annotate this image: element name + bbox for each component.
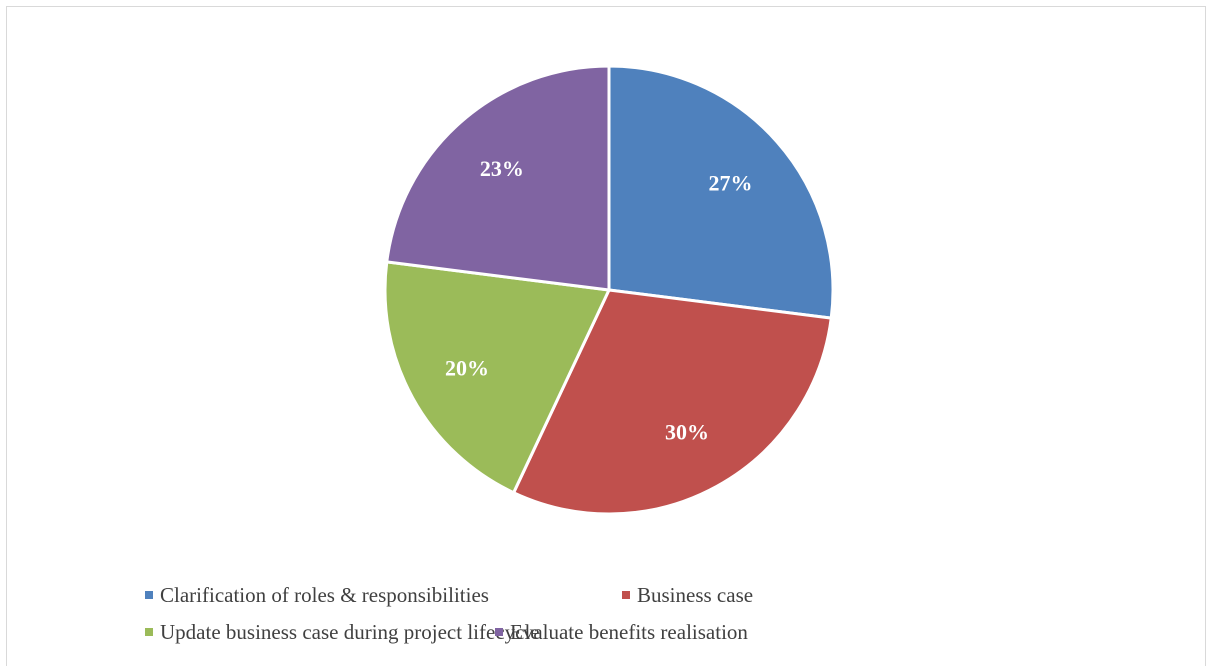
legend-item-roles: Clarification of roles & responsibilitie… (145, 582, 489, 608)
legend-swatch-business-case (622, 591, 630, 599)
legend-swatch-evaluate-benefits (495, 628, 503, 636)
chart-frame (6, 6, 1206, 666)
legend-swatch-update-business-case (145, 628, 153, 636)
pie-slice-business-case (512, 288, 833, 516)
pie-slice-update-business-case (383, 260, 611, 495)
legend-label-evaluate-benefits: Evaluate benefits realisation (510, 619, 748, 644)
pie-chart: 27% 30% 20% 23% (383, 64, 835, 516)
data-label-business-case: 30% (665, 419, 709, 444)
legend: Clarification of roles & responsibilitie… (145, 582, 1045, 656)
pie-slice-roles (607, 64, 835, 320)
legend-swatch-roles (145, 591, 153, 599)
legend-label-update-business-case: Update business case during project life… (160, 619, 540, 644)
data-label-evaluate-benefits: 23% (480, 156, 524, 181)
data-label-update-business-case: 20% (445, 356, 489, 381)
legend-label-business-case: Business case (637, 582, 754, 607)
data-label-roles: 27% (709, 170, 753, 195)
pie-slice-evaluate-benefits (385, 64, 611, 292)
legend-item-evaluate-benefits: Evaluate benefits realisation (495, 619, 748, 645)
legend-item-business-case: Business case (622, 582, 753, 608)
legend-label-roles: Clarification of roles & responsibilitie… (160, 582, 489, 607)
legend-item-update-business-case: Update business case during project life… (145, 619, 540, 645)
